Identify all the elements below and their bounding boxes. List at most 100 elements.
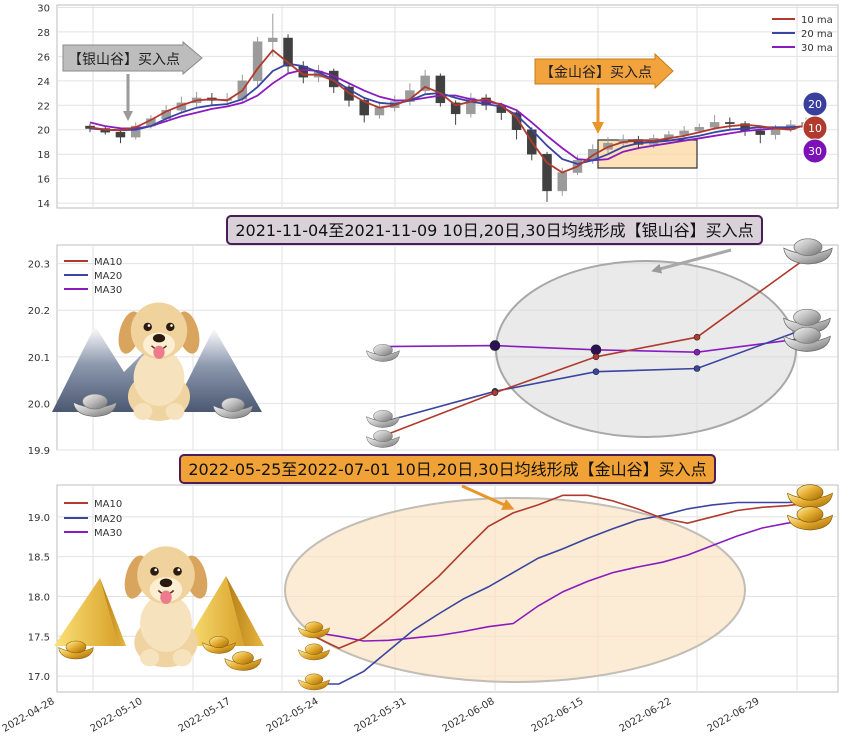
silver-ma-lines: [382, 258, 806, 437]
y-tick-label: 20.3: [28, 260, 50, 271]
candle-body: [130, 125, 141, 138]
silver-legend-ma30: MA30: [94, 285, 122, 296]
x-tick-label: 2022-04-28: [1, 696, 57, 735]
candle-body: [679, 130, 689, 135]
x-tick-label: 2022-05-10: [89, 696, 145, 735]
candle-body: [450, 102, 461, 115]
y-tick-label: 22: [37, 101, 50, 112]
date-axis-tick-labels: 2022-04-28 2022-05-10 2022-05-17 2022-05-24…: [1, 696, 762, 735]
gold-valley-zone: [597, 139, 698, 169]
y-tick-label: 30: [37, 3, 50, 14]
ma-badges: 20 10 30: [802, 91, 828, 164]
gold-legend-ma30: MA30: [94, 528, 122, 539]
candle-body: [115, 131, 126, 138]
gold-pyramid-left-shade: [100, 578, 126, 646]
x-tick-label: 2022-06-29: [706, 696, 762, 735]
x-tick-label: 2022-06-08: [441, 696, 497, 735]
y-tick-label: 26: [37, 52, 50, 63]
silver-title: 2021-11-04至2021-11-09 10日,20日,30日均线形成【银山…: [235, 221, 753, 240]
y-tick-label: 17.0: [28, 672, 50, 683]
gold-pyramid-right-shade: [226, 576, 264, 646]
y-tick-label: 19.0: [28, 513, 50, 524]
gold-pyramid-right-icon: [184, 576, 244, 646]
badge-30-label: 30: [808, 145, 822, 158]
y-tick-label: 28: [37, 28, 50, 39]
candle-body: [252, 41, 263, 82]
price-y-tick-labels: 14 16 18 20 22 24 26 28 30: [37, 3, 50, 210]
badge-20-label: 20: [808, 98, 822, 111]
silver-legend-ma10: MA10: [94, 257, 122, 268]
candle-body: [435, 75, 446, 104]
price-candlestick-panel: 14 16 18 20 22 24 26 28 30 10 ma 20 ma 30 ma 【银山…: [37, 3, 839, 210]
gold-callout-text: 【金山谷】买入点: [540, 65, 652, 81]
x-tick-label: 2022-05-17: [177, 696, 233, 735]
y-tick-label: 14: [37, 199, 50, 210]
mountain-right-icon: [172, 328, 262, 412]
silver-legend: MA10 MA20 MA30: [64, 257, 122, 296]
silver-data-point: [491, 389, 499, 397]
silver-callout-text: 【银山谷】买入点: [68, 52, 180, 68]
silver-y-tick-labels: 19.9 20.0 20.1 20.2 20.3: [28, 260, 50, 457]
y-tick-label: 24: [37, 77, 50, 88]
candle-body: [709, 122, 720, 128]
y-tick-label: 19.9: [28, 446, 50, 457]
candle-body: [755, 130, 766, 135]
gold-legend: MA10 MA20 MA30: [64, 499, 122, 539]
silver-pointer-arrow: [651, 248, 732, 274]
silver-valley-annotation: 【银山谷】买入点: [62, 40, 203, 121]
gold-legend-ma10: MA10: [94, 499, 122, 510]
silver-data-point: [592, 368, 600, 376]
gold-ma10-line: [313, 494, 813, 650]
candle-body: [466, 97, 476, 115]
gold-title: 2022-05-25至2022-07-01 10日,20日,30日均线形成【金山…: [188, 460, 706, 479]
price-grid: [57, 5, 838, 208]
gold-ma30-line: [313, 519, 813, 642]
legend-20ma: 20 ma: [801, 29, 833, 40]
gold-title-box: [179, 454, 716, 484]
gold-pointer-arrow: [461, 484, 515, 511]
candle-body: [420, 75, 430, 91]
gold-callout-box: [534, 52, 674, 90]
price-legend: 10 ma 20 ma 30 ma: [772, 15, 833, 54]
silver-valley-detail-panel: 19.920.020.120.220.3 MA10 MA20 MA30 2: [28, 215, 839, 457]
moving-average-lines: [89, 48, 807, 174]
ma-20-line: [89, 62, 807, 165]
silver-legend-ma20: MA20: [94, 271, 122, 282]
x-tick-label: 2022-06-22: [618, 696, 674, 735]
x-tick-label: 2022-06-15: [530, 696, 586, 735]
badge-10-label: 10: [808, 122, 822, 135]
y-tick-label: 17.5: [28, 632, 50, 643]
y-tick-label: 20.2: [28, 306, 50, 317]
silver-callout-box: [62, 40, 203, 76]
silver-dog-illustration: [52, 301, 262, 422]
gold-valley-annotation: 【金山谷】买入点: [534, 52, 674, 134]
candle-body: [511, 112, 522, 130]
silver-data-point: [693, 333, 701, 341]
silver-data-point: [590, 344, 602, 356]
y-tick-label: 16: [37, 175, 50, 186]
candle-body: [694, 127, 705, 132]
y-tick-label: 18.5: [28, 553, 50, 564]
candle-body: [542, 153, 552, 192]
ma-10-line: [89, 48, 807, 174]
x-tick-label: 2022-05-31: [353, 696, 409, 735]
candle-body: [725, 122, 735, 124]
candle-body: [557, 172, 568, 192]
badge-30: [802, 138, 828, 164]
legend-30ma: 30 ma: [801, 43, 833, 54]
silver-data-point: [693, 348, 701, 356]
price-plot-area: [56, 4, 839, 209]
candle-body: [268, 37, 278, 42]
gold-dog-illustration: [54, 545, 264, 671]
candle-body: [770, 129, 781, 135]
candle-body: [374, 107, 385, 116]
gold-legend-ma20: MA20: [94, 514, 122, 525]
y-tick-label: 20: [37, 126, 50, 137]
y-tick-label: 20.0: [28, 399, 50, 410]
gold-ma20-line: [314, 500, 813, 685]
gold-valley-detail-panel: 17.0 17.5 18.0 18.5 19.0 MA10 MA20 MA30: [1, 454, 839, 735]
x-tick-label: 2022-05-24: [265, 696, 321, 735]
y-tick-label: 18.0: [28, 592, 50, 603]
gold-pyramid-left-icon: [54, 578, 118, 646]
